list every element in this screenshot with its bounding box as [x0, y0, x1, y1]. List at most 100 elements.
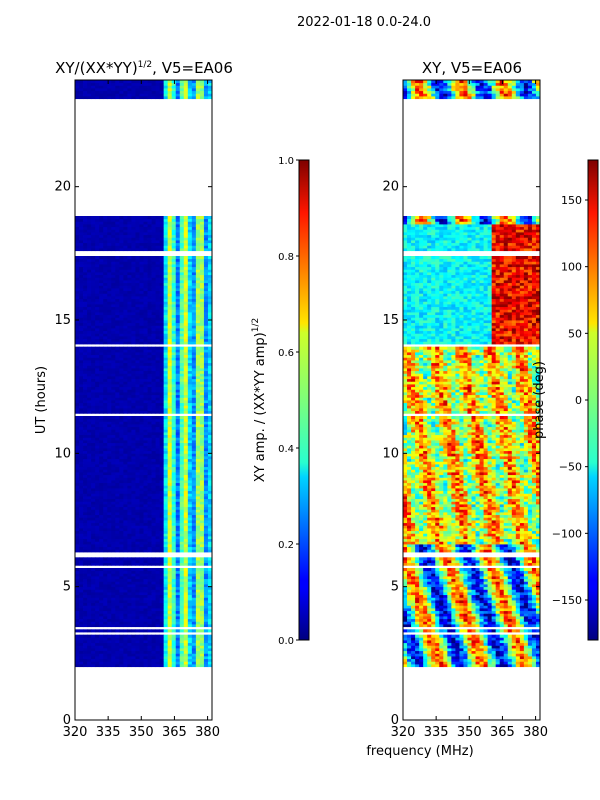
- heatmap-cell: [159, 661, 165, 665]
- heatmap-cell: [91, 637, 96, 641]
- heatmap-cell: [199, 400, 205, 404]
- heatmap-cell: [191, 306, 197, 310]
- heatmap-cell: [167, 504, 173, 508]
- heatmap-cell: [127, 512, 132, 516]
- heatmap-cell: [139, 613, 144, 617]
- heatmap-cell: [191, 282, 197, 286]
- heatmap-cell: [91, 525, 96, 529]
- heatmap-cell: [127, 653, 132, 657]
- heatmap-cell: [107, 410, 112, 414]
- heatmap-cell: [199, 592, 205, 596]
- heatmap-cell: [103, 578, 108, 582]
- heatmap-cell: [163, 437, 169, 441]
- heatmap-cell: [135, 440, 140, 444]
- heatmap-cell: [143, 610, 148, 614]
- heatmap-cell: [207, 408, 213, 412]
- heatmap-cell: [183, 437, 189, 441]
- heatmap-cell: [111, 397, 116, 401]
- heatmap-cell: [187, 640, 193, 644]
- heatmap-cell: [203, 445, 209, 449]
- heatmap-cell: [115, 309, 120, 313]
- heatmap-cell: [207, 410, 213, 414]
- heatmap-cell: [183, 634, 189, 638]
- heatmap-cell: [199, 258, 205, 262]
- heatmap-cell: [171, 269, 177, 273]
- heatmap-cell: [111, 450, 116, 454]
- heatmap-cell: [139, 274, 144, 278]
- heatmap-cell: [127, 394, 132, 398]
- heatmap-cell: [127, 437, 132, 441]
- heatmap-cell: [135, 648, 140, 652]
- heatmap-cell: [187, 256, 193, 260]
- heatmap-cell: [139, 269, 144, 273]
- heatmap-cell: [103, 602, 108, 606]
- heatmap-cell: [151, 546, 156, 550]
- heatmap-cell: [175, 384, 181, 388]
- heatmap-cell: [103, 314, 108, 318]
- heatmap-cell: [191, 584, 197, 588]
- heatmap-cell: [143, 304, 148, 308]
- heatmap-cell: [143, 642, 148, 646]
- heatmap-cell: [179, 256, 185, 260]
- heatmap-cell: [95, 520, 100, 524]
- heatmap-cell: [171, 645, 177, 649]
- heatmap-cell: [123, 405, 128, 409]
- heatmap-cell: [123, 517, 128, 521]
- heatmap-cell: [155, 509, 161, 513]
- heatmap-cell: [151, 538, 156, 542]
- heatmap-cell: [103, 528, 108, 532]
- heatmap-cell: [139, 586, 144, 590]
- heatmap-cell: [207, 584, 213, 588]
- heatmap-cell: [115, 453, 120, 457]
- heatmap-cell: [75, 296, 80, 300]
- heatmap-cell: [107, 530, 112, 534]
- heatmap-cell: [143, 440, 148, 444]
- heatmap-cell: [87, 384, 92, 388]
- heatmap-cell: [155, 493, 161, 497]
- heatmap-cell: [159, 485, 165, 489]
- heatmap-cell: [139, 258, 144, 262]
- heatmap-cell: [175, 482, 181, 486]
- heatmap-cell: [127, 504, 132, 508]
- heatmap-cell: [207, 418, 213, 422]
- heatmap-cell: [175, 584, 181, 588]
- heatmap-cell: [167, 354, 173, 358]
- heatmap-cell: [203, 429, 209, 433]
- heatmap-cell: [119, 301, 124, 305]
- heatmap-cell: [143, 458, 148, 462]
- heatmap-cell: [99, 482, 104, 486]
- heatmap-cell: [111, 296, 116, 300]
- heatmap-cell: [203, 648, 209, 652]
- heatmap-cell: [151, 261, 156, 265]
- heatmap-cell: [179, 333, 185, 337]
- heatmap-cell: [175, 392, 181, 396]
- heatmap-cell: [151, 362, 156, 366]
- heatmap-cell: [155, 498, 161, 502]
- heatmap-cell: [195, 637, 201, 641]
- heatmap-cell: [147, 301, 152, 305]
- heatmap-cell: [115, 304, 120, 308]
- heatmap-cell: [151, 282, 156, 286]
- heatmap-cell: [183, 656, 189, 660]
- heatmap-cell: [195, 640, 201, 644]
- heatmap-cell: [191, 528, 197, 532]
- heatmap-cell: [151, 277, 156, 281]
- heatmap-cell: [203, 373, 209, 377]
- heatmap-cell: [135, 373, 140, 377]
- heatmap-cell: [123, 616, 128, 620]
- heatmap-cell: [191, 496, 197, 500]
- heatmap-cell: [107, 613, 112, 617]
- heatmap-cell: [123, 290, 128, 294]
- heatmap-cell: [79, 482, 84, 486]
- heatmap-cell: [207, 306, 213, 310]
- heatmap-cell: [207, 613, 213, 617]
- heatmap-cell: [167, 608, 173, 612]
- heatmap-cell: [159, 333, 165, 337]
- heatmap-cell: [167, 360, 173, 364]
- heatmap-cell: [203, 480, 209, 484]
- heatmap-cell: [123, 498, 128, 502]
- heatmap-cell: [115, 533, 120, 537]
- heatmap-cell: [203, 402, 209, 406]
- heatmap-cell: [199, 621, 205, 625]
- heatmap-cell: [115, 357, 120, 361]
